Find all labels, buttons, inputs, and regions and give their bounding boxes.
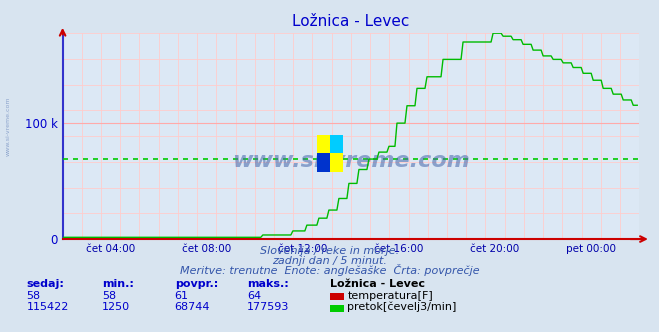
Text: sedaj:: sedaj: xyxy=(26,279,64,289)
Bar xyxy=(317,153,330,172)
Text: povpr.:: povpr.: xyxy=(175,279,218,289)
Text: www.si-vreme.com: www.si-vreme.com xyxy=(5,96,11,156)
Text: 115422: 115422 xyxy=(26,302,69,312)
Text: maks.:: maks.: xyxy=(247,279,289,289)
Text: 61: 61 xyxy=(175,291,188,301)
Text: 58: 58 xyxy=(26,291,40,301)
Text: Ložnica - Levec: Ložnica - Levec xyxy=(330,279,424,289)
Text: 68744: 68744 xyxy=(175,302,210,312)
Text: temperatura[F]: temperatura[F] xyxy=(347,291,433,301)
Text: zadnji dan / 5 minut.: zadnji dan / 5 minut. xyxy=(272,256,387,266)
Text: 58: 58 xyxy=(102,291,116,301)
Text: pretok[čevelj3/min]: pretok[čevelj3/min] xyxy=(347,302,457,312)
Text: min.:: min.: xyxy=(102,279,134,289)
Title: Ložnica - Levec: Ložnica - Levec xyxy=(292,14,410,29)
Text: 64: 64 xyxy=(247,291,261,301)
Text: 1250: 1250 xyxy=(102,302,130,312)
Text: Slovenija / reke in morje.: Slovenija / reke in morje. xyxy=(260,246,399,256)
Text: www.si-vreme.com: www.si-vreme.com xyxy=(232,151,470,171)
Bar xyxy=(317,135,343,172)
Bar xyxy=(330,135,343,153)
Text: Meritve: trenutne  Enote: anglešaške  Črta: povprečje: Meritve: trenutne Enote: anglešaške Črta… xyxy=(180,264,479,276)
Text: 177593: 177593 xyxy=(247,302,289,312)
